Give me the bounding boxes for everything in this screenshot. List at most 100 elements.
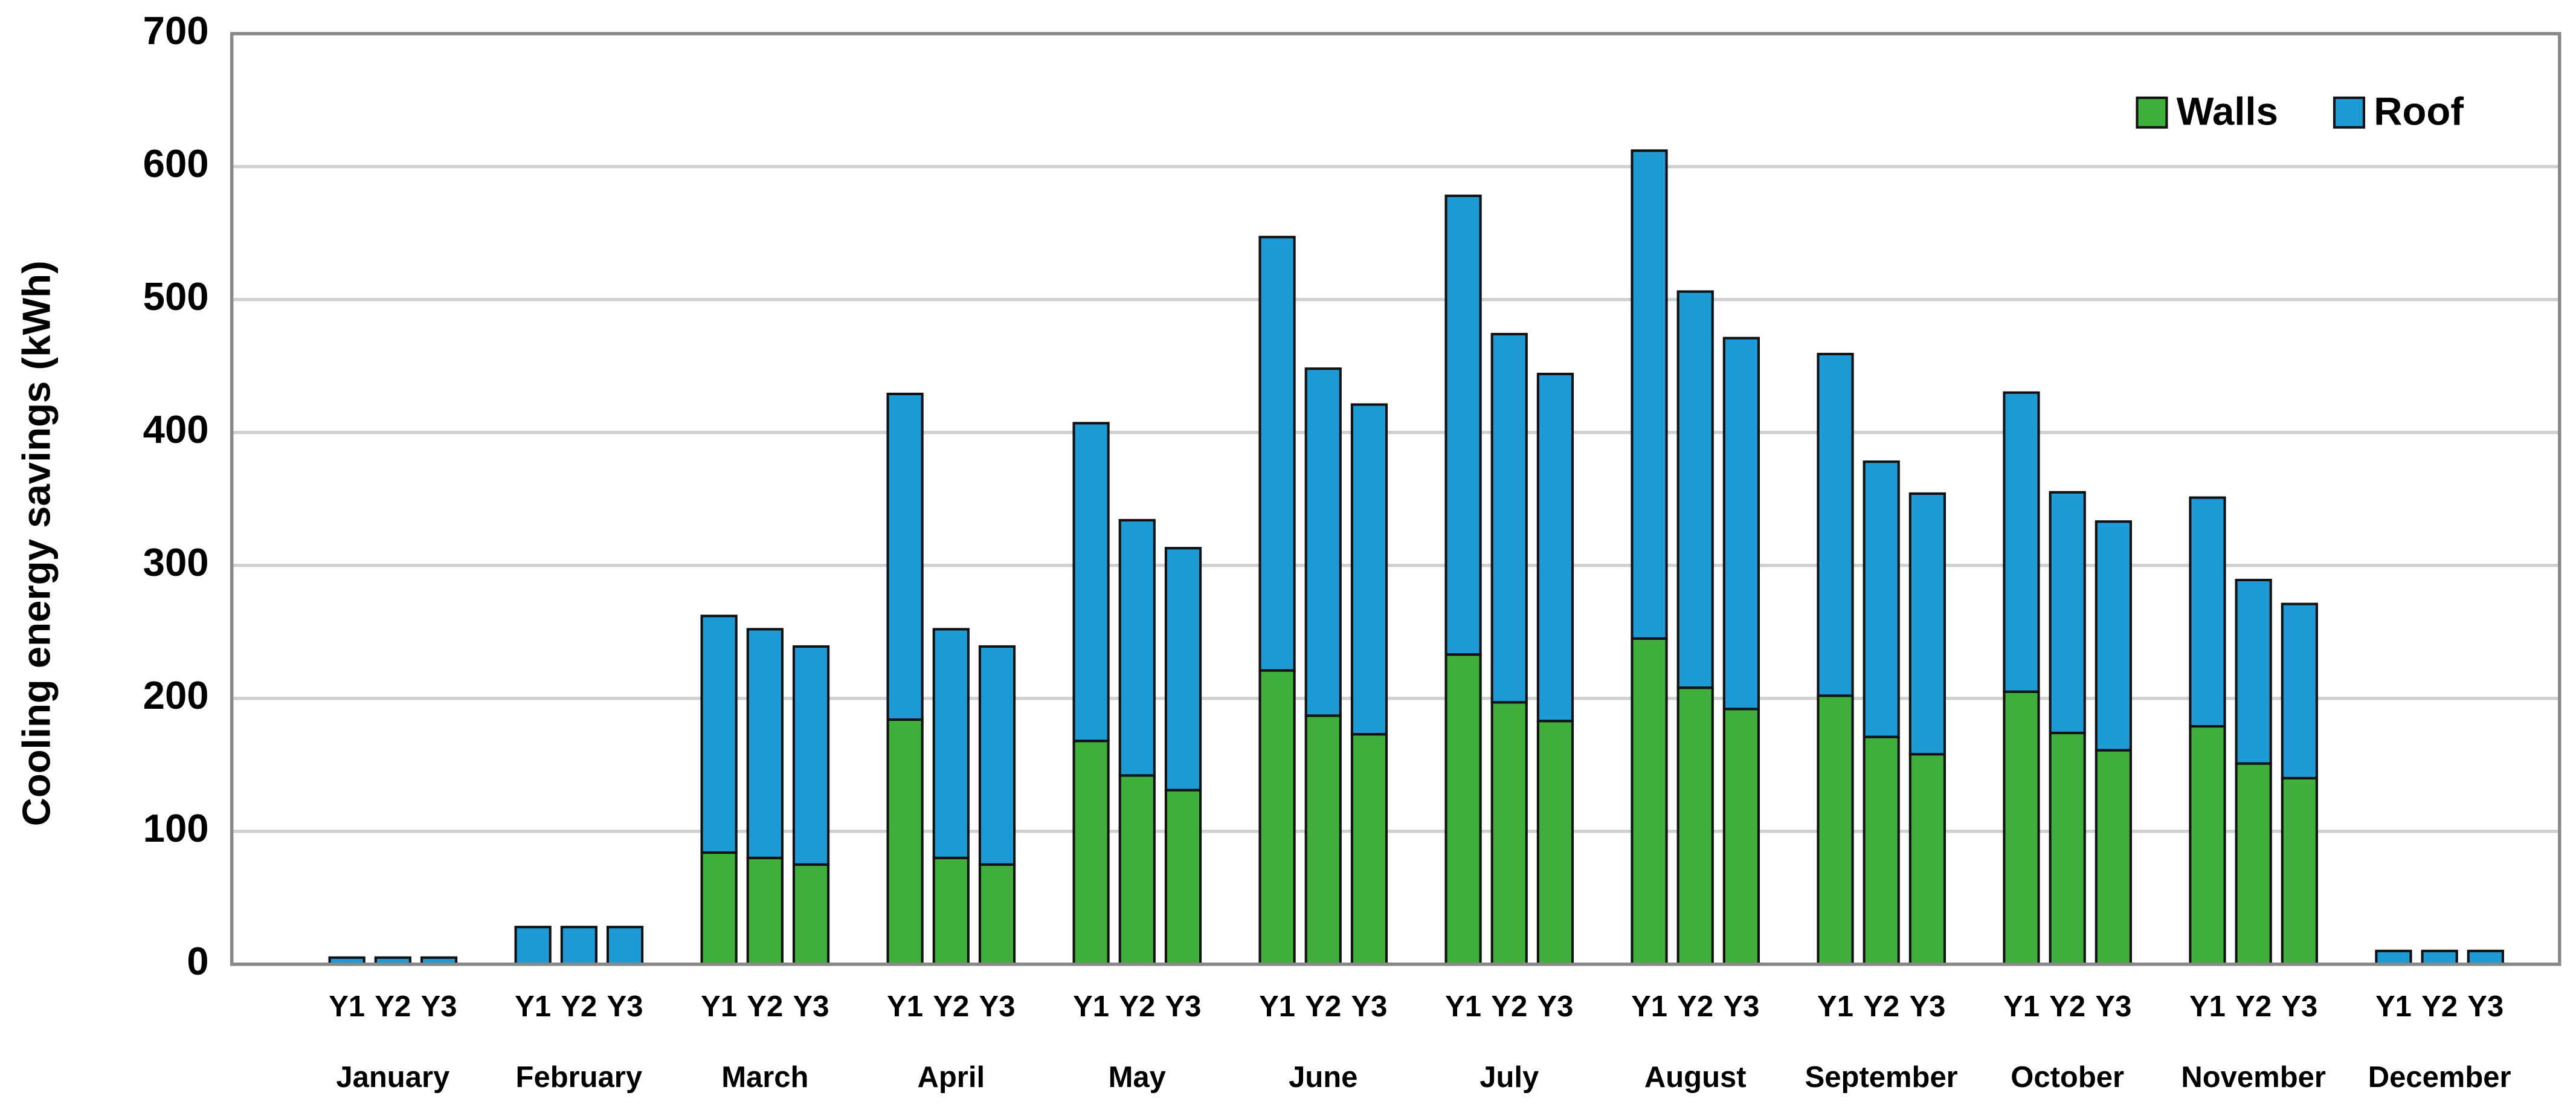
x-tick-label: Y1 xyxy=(1445,990,1481,1023)
bar-segment xyxy=(1817,352,1854,697)
x-tick-label: Y2 xyxy=(561,990,597,1023)
bar-segment xyxy=(2235,762,2272,966)
x-tick-label: Y2 xyxy=(1119,990,1155,1023)
bar-segment xyxy=(1536,720,1574,966)
bar-segment xyxy=(1444,195,1482,656)
y-axis-label: Cooling energy savings (kWh) xyxy=(14,260,59,826)
x-tick-label: Y1 xyxy=(2003,990,2040,1023)
x-group-label: October xyxy=(2011,1061,2124,1094)
bar-segment xyxy=(2375,949,2412,966)
bar-segment xyxy=(2003,690,2040,966)
x-tick-label: Y3 xyxy=(2095,990,2131,1023)
bar-segment xyxy=(1072,422,1110,743)
x-tick-label: Y1 xyxy=(2189,990,2226,1023)
x-tick-label: Y3 xyxy=(979,990,1016,1023)
bar-segment xyxy=(514,926,552,966)
bar-segment xyxy=(1863,460,1900,738)
bar-segment xyxy=(2049,731,2086,966)
x-tick-label: Y3 xyxy=(1723,990,1759,1023)
bar-segment xyxy=(606,926,644,966)
y-tick-label: 300 xyxy=(143,540,209,584)
x-group-label: August xyxy=(1644,1061,1747,1094)
x-tick-label: Y3 xyxy=(1537,990,1573,1023)
bar-segment xyxy=(1164,789,1202,966)
bar-segment xyxy=(700,851,738,966)
x-tick-label: Y1 xyxy=(1259,990,1295,1023)
bar-segment xyxy=(1676,686,1714,966)
x-tick-label: Y2 xyxy=(1305,990,1341,1023)
y-tick-label: 100 xyxy=(143,806,209,850)
bar-segment xyxy=(2281,776,2318,966)
bar-segment xyxy=(1908,753,1946,966)
x-group-label: September xyxy=(1805,1061,1958,1094)
x-group-label: April xyxy=(918,1061,985,1094)
bar-segment xyxy=(792,863,830,966)
x-tick-label: Y2 xyxy=(2421,990,2458,1023)
x-tick-label: Y3 xyxy=(1351,990,1387,1023)
bar-segment xyxy=(932,856,970,966)
x-tick-label: Y3 xyxy=(1909,990,1945,1023)
x-tick-label: Y3 xyxy=(2467,990,2504,1023)
x-tick-label: Y3 xyxy=(1165,990,1202,1023)
bar-segment xyxy=(792,645,830,866)
bar-segment xyxy=(1304,714,1342,966)
bar-segment xyxy=(1304,367,1342,717)
x-tick-label: Y3 xyxy=(793,990,829,1023)
bar-segment xyxy=(1908,492,1946,756)
bar-segment xyxy=(1444,653,1482,966)
x-tick-label: Y2 xyxy=(747,990,783,1023)
bar-segment xyxy=(1490,332,1528,704)
x-tick-label: Y2 xyxy=(2235,990,2272,1023)
x-tick-label: Y1 xyxy=(887,990,923,1023)
y-tick-label: 600 xyxy=(143,141,209,186)
x-tick-label: Y1 xyxy=(701,990,737,1023)
bar-segment xyxy=(1490,701,1528,966)
y-tick-label: 700 xyxy=(143,8,209,53)
bar-segment xyxy=(2189,724,2226,966)
bar-segment xyxy=(1722,337,1760,711)
bar-segment xyxy=(1072,740,1110,966)
y-tick-label: 500 xyxy=(143,274,209,318)
bar-segment xyxy=(2421,949,2458,966)
bar-segment xyxy=(1817,694,1854,966)
y-tick-label: 200 xyxy=(143,673,209,717)
legend-swatch xyxy=(2333,96,2366,129)
bar-segment xyxy=(2189,496,2226,728)
y-tick-label: 0 xyxy=(187,939,208,983)
bar-segment xyxy=(2467,949,2504,966)
x-group-label: November xyxy=(2181,1061,2326,1094)
bar-segment xyxy=(978,863,1016,966)
legend-label: Roof xyxy=(2374,89,2464,133)
x-group-label: July xyxy=(1480,1061,1539,1094)
x-tick-label: Y1 xyxy=(1631,990,1667,1023)
bar-segment xyxy=(2049,491,2086,735)
x-group-label: February xyxy=(516,1061,643,1094)
bar-segment xyxy=(1863,735,1900,966)
bar-segment xyxy=(560,926,597,966)
x-group-label: May xyxy=(1109,1061,1166,1094)
bar-segment xyxy=(746,856,784,966)
bar-segment xyxy=(1350,733,1388,966)
bar-segment xyxy=(1676,290,1714,689)
bar-segment xyxy=(932,628,970,859)
x-tick-label: Y2 xyxy=(375,990,411,1023)
bar-segment xyxy=(1118,774,1156,966)
x-tick-label: Y3 xyxy=(607,990,643,1023)
bar-segment xyxy=(1118,518,1156,777)
bar-segment xyxy=(1536,372,1574,723)
legend-swatch xyxy=(2136,96,2168,129)
bar-segment xyxy=(2095,520,2132,752)
bar-segment xyxy=(978,645,1016,866)
bar-segment xyxy=(1258,669,1296,966)
x-tick-label: Y2 xyxy=(1491,990,1527,1023)
x-tick-label: Y2 xyxy=(933,990,969,1023)
x-tick-label: Y1 xyxy=(1073,990,1109,1023)
bar-segment xyxy=(1258,236,1296,672)
x-group-label: January xyxy=(336,1061,449,1094)
x-group-label: December xyxy=(2368,1061,2511,1094)
bar-segment xyxy=(886,718,924,966)
bar-segment xyxy=(700,615,738,854)
bar-segment xyxy=(2235,578,2272,765)
x-tick-label: Y1 xyxy=(1817,990,1853,1023)
